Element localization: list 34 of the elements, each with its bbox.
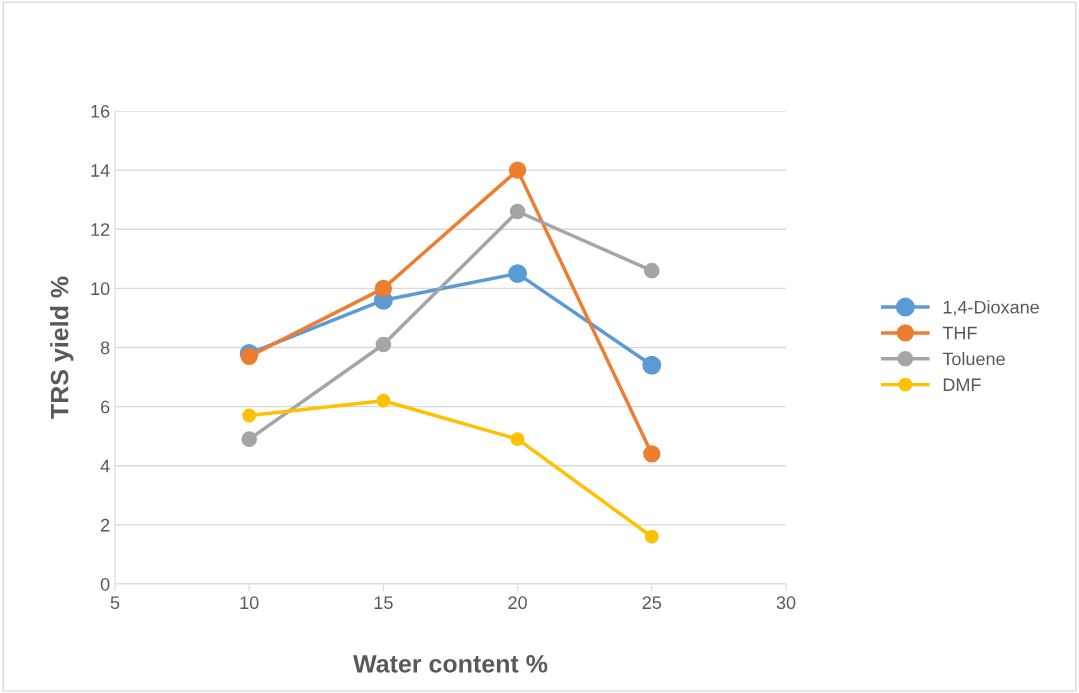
y-tick-label: 16 bbox=[91, 104, 110, 118]
point bbox=[508, 264, 528, 284]
legend-label: DMF bbox=[943, 378, 981, 391]
x-axis-title: Water content % bbox=[353, 655, 548, 673]
point bbox=[644, 529, 659, 544]
y-tick-label: 8 bbox=[100, 341, 110, 355]
x-tick-label: 25 bbox=[642, 596, 662, 610]
point bbox=[376, 393, 391, 408]
point bbox=[644, 262, 660, 279]
legend-label: Toluene bbox=[942, 352, 1005, 366]
y-axis-title: TRS yield % bbox=[50, 276, 74, 419]
x-tick-label: 5 bbox=[110, 596, 120, 610]
y-tick-label: 14 bbox=[91, 164, 110, 177]
y-tick-label: 0 bbox=[100, 577, 110, 591]
y-tick-label: 10 bbox=[91, 282, 110, 296]
x-tick-label: 20 bbox=[508, 596, 527, 610]
x-tick-label: 30 bbox=[776, 596, 796, 610]
point bbox=[508, 161, 527, 179]
point bbox=[375, 336, 392, 353]
point bbox=[510, 432, 525, 447]
point bbox=[509, 203, 526, 220]
legend-label: THF bbox=[942, 326, 977, 340]
y-tick-label: 12 bbox=[91, 223, 110, 236]
point bbox=[241, 431, 257, 447]
y-tick-label: 6 bbox=[101, 400, 110, 414]
point bbox=[642, 355, 662, 375]
point bbox=[242, 408, 257, 423]
legend-label: 1,4-Dioxane bbox=[943, 300, 1039, 316]
point bbox=[374, 279, 393, 297]
y-tick-label: 2 bbox=[101, 518, 110, 532]
y-tick-label: 4 bbox=[100, 459, 110, 473]
x-tick-label: 15 bbox=[374, 596, 393, 610]
point bbox=[643, 445, 661, 463]
x-tick-label: 10 bbox=[240, 596, 259, 610]
